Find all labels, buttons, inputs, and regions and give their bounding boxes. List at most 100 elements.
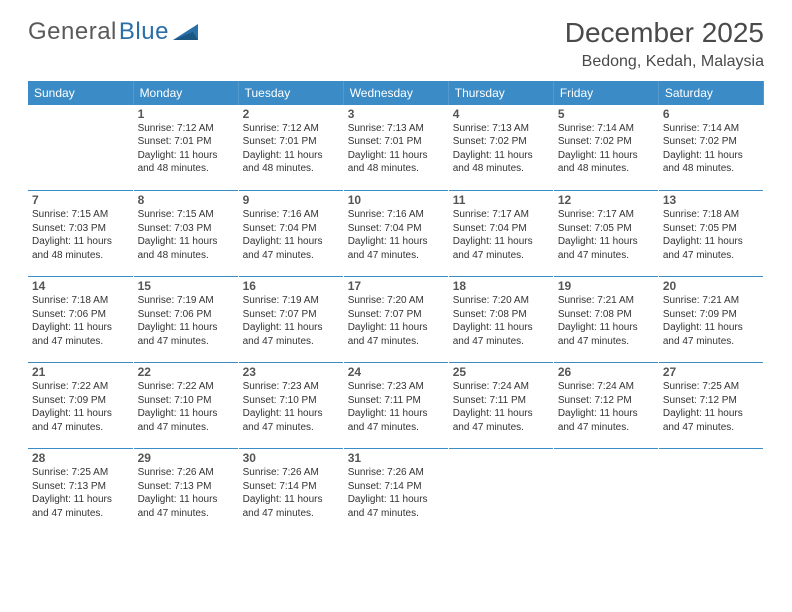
day-number: 25: [453, 365, 549, 379]
calendar-cell: [553, 449, 658, 535]
day-details: Sunrise: 7:26 AMSunset: 7:14 PMDaylight:…: [348, 466, 444, 520]
daylight-line: Daylight: 11 hours and 47 minutes.: [663, 321, 759, 348]
sunrise-line: Sunrise: 7:26 AM: [138, 466, 234, 480]
calendar-row: 14Sunrise: 7:18 AMSunset: 7:06 PMDayligh…: [28, 277, 764, 363]
sunrise-line: Sunrise: 7:24 AM: [453, 380, 549, 394]
day-number: 12: [558, 193, 654, 207]
day-details: Sunrise: 7:19 AMSunset: 7:07 PMDaylight:…: [243, 294, 339, 348]
weekday-header: Saturday: [658, 81, 763, 105]
day-number: 28: [32, 451, 129, 465]
sunrise-line: Sunrise: 7:16 AM: [243, 208, 339, 222]
logo-word2: Blue: [119, 18, 169, 46]
sunset-line: Sunset: 7:14 PM: [243, 480, 339, 494]
sunrise-line: Sunrise: 7:21 AM: [558, 294, 654, 308]
daylight-line: Daylight: 11 hours and 47 minutes.: [453, 235, 549, 262]
sunset-line: Sunset: 7:11 PM: [453, 394, 549, 408]
sunset-line: Sunset: 7:02 PM: [453, 135, 549, 149]
calendar-cell: 12Sunrise: 7:17 AMSunset: 7:05 PMDayligh…: [553, 191, 658, 277]
calendar-cell: 28Sunrise: 7:25 AMSunset: 7:13 PMDayligh…: [28, 449, 133, 535]
sunrise-line: Sunrise: 7:18 AM: [663, 208, 759, 222]
sunset-line: Sunset: 7:06 PM: [32, 308, 129, 322]
calendar-cell: 1Sunrise: 7:12 AMSunset: 7:01 PMDaylight…: [133, 105, 238, 191]
sunrise-line: Sunrise: 7:26 AM: [348, 466, 444, 480]
daylight-line: Daylight: 11 hours and 47 minutes.: [138, 493, 234, 520]
day-number: 11: [453, 193, 549, 207]
calendar-cell: 30Sunrise: 7:26 AMSunset: 7:14 PMDayligh…: [238, 449, 343, 535]
sunset-line: Sunset: 7:07 PM: [243, 308, 339, 322]
calendar-cell: 26Sunrise: 7:24 AMSunset: 7:12 PMDayligh…: [553, 363, 658, 449]
weekday-header: Sunday: [28, 81, 133, 105]
sunrise-line: Sunrise: 7:13 AM: [348, 122, 444, 136]
calendar-cell: 27Sunrise: 7:25 AMSunset: 7:12 PMDayligh…: [658, 363, 763, 449]
day-details: Sunrise: 7:15 AMSunset: 7:03 PMDaylight:…: [32, 208, 129, 262]
sunset-line: Sunset: 7:04 PM: [348, 222, 444, 236]
calendar-cell: 7Sunrise: 7:15 AMSunset: 7:03 PMDaylight…: [28, 191, 133, 277]
day-number: 14: [32, 279, 129, 293]
day-number: 20: [663, 279, 759, 293]
day-details: Sunrise: 7:25 AMSunset: 7:13 PMDaylight:…: [32, 466, 129, 520]
day-details: Sunrise: 7:12 AMSunset: 7:01 PMDaylight:…: [138, 122, 234, 176]
day-details: Sunrise: 7:26 AMSunset: 7:14 PMDaylight:…: [243, 466, 339, 520]
day-number: 3: [348, 107, 444, 121]
weekday-header: Wednesday: [343, 81, 448, 105]
sunset-line: Sunset: 7:03 PM: [32, 222, 129, 236]
weekday-header: Monday: [133, 81, 238, 105]
calendar-cell: 5Sunrise: 7:14 AMSunset: 7:02 PMDaylight…: [553, 105, 658, 191]
weekday-header: Thursday: [448, 81, 553, 105]
daylight-line: Daylight: 11 hours and 47 minutes.: [243, 235, 339, 262]
day-number: 5: [558, 107, 654, 121]
sunset-line: Sunset: 7:05 PM: [663, 222, 759, 236]
daylight-line: Daylight: 11 hours and 48 minutes.: [558, 149, 654, 176]
calendar-cell: [448, 449, 553, 535]
calendar-row: 28Sunrise: 7:25 AMSunset: 7:13 PMDayligh…: [28, 449, 764, 535]
logo-triangle-icon: [173, 23, 199, 41]
sunrise-line: Sunrise: 7:19 AM: [138, 294, 234, 308]
calendar-cell: [658, 449, 763, 535]
day-number: 27: [663, 365, 759, 379]
day-details: Sunrise: 7:24 AMSunset: 7:12 PMDaylight:…: [558, 380, 654, 434]
sunset-line: Sunset: 7:08 PM: [558, 308, 654, 322]
sunset-line: Sunset: 7:01 PM: [348, 135, 444, 149]
page-title: December 2025: [565, 18, 764, 49]
sunrise-line: Sunrise: 7:25 AM: [32, 466, 129, 480]
sunset-line: Sunset: 7:08 PM: [453, 308, 549, 322]
sunset-line: Sunset: 7:01 PM: [138, 135, 234, 149]
calendar-cell: 29Sunrise: 7:26 AMSunset: 7:13 PMDayligh…: [133, 449, 238, 535]
daylight-line: Daylight: 11 hours and 47 minutes.: [348, 407, 444, 434]
day-details: Sunrise: 7:13 AMSunset: 7:02 PMDaylight:…: [453, 122, 549, 176]
sunrise-line: Sunrise: 7:22 AM: [138, 380, 234, 394]
sunrise-line: Sunrise: 7:14 AM: [558, 122, 654, 136]
sunset-line: Sunset: 7:12 PM: [663, 394, 759, 408]
calendar-cell: 23Sunrise: 7:23 AMSunset: 7:10 PMDayligh…: [238, 363, 343, 449]
sunset-line: Sunset: 7:13 PM: [32, 480, 129, 494]
sunset-line: Sunset: 7:01 PM: [243, 135, 339, 149]
day-number: 18: [453, 279, 549, 293]
day-number: 26: [558, 365, 654, 379]
day-number: 8: [138, 193, 234, 207]
calendar-cell: 24Sunrise: 7:23 AMSunset: 7:11 PMDayligh…: [343, 363, 448, 449]
calendar-cell: 9Sunrise: 7:16 AMSunset: 7:04 PMDaylight…: [238, 191, 343, 277]
daylight-line: Daylight: 11 hours and 47 minutes.: [558, 407, 654, 434]
day-number: 10: [348, 193, 444, 207]
daylight-line: Daylight: 11 hours and 47 minutes.: [243, 493, 339, 520]
sunrise-line: Sunrise: 7:23 AM: [348, 380, 444, 394]
sunrise-line: Sunrise: 7:23 AM: [243, 380, 339, 394]
weekday-header: Friday: [553, 81, 658, 105]
day-number: 24: [348, 365, 444, 379]
day-details: Sunrise: 7:25 AMSunset: 7:12 PMDaylight:…: [663, 380, 759, 434]
day-number: 21: [32, 365, 129, 379]
calendar-cell: 19Sunrise: 7:21 AMSunset: 7:08 PMDayligh…: [553, 277, 658, 363]
weekday-header-row: SundayMondayTuesdayWednesdayThursdayFrid…: [28, 81, 764, 105]
day-number: 22: [138, 365, 234, 379]
calendar-cell: 14Sunrise: 7:18 AMSunset: 7:06 PMDayligh…: [28, 277, 133, 363]
calendar-cell: 13Sunrise: 7:18 AMSunset: 7:05 PMDayligh…: [658, 191, 763, 277]
sunset-line: Sunset: 7:11 PM: [348, 394, 444, 408]
calendar-cell: 16Sunrise: 7:19 AMSunset: 7:07 PMDayligh…: [238, 277, 343, 363]
sunset-line: Sunset: 7:10 PM: [243, 394, 339, 408]
daylight-line: Daylight: 11 hours and 47 minutes.: [663, 235, 759, 262]
sunrise-line: Sunrise: 7:26 AM: [243, 466, 339, 480]
day-details: Sunrise: 7:22 AMSunset: 7:10 PMDaylight:…: [138, 380, 234, 434]
day-number: 4: [453, 107, 549, 121]
daylight-line: Daylight: 11 hours and 47 minutes.: [243, 407, 339, 434]
calendar-cell: 21Sunrise: 7:22 AMSunset: 7:09 PMDayligh…: [28, 363, 133, 449]
